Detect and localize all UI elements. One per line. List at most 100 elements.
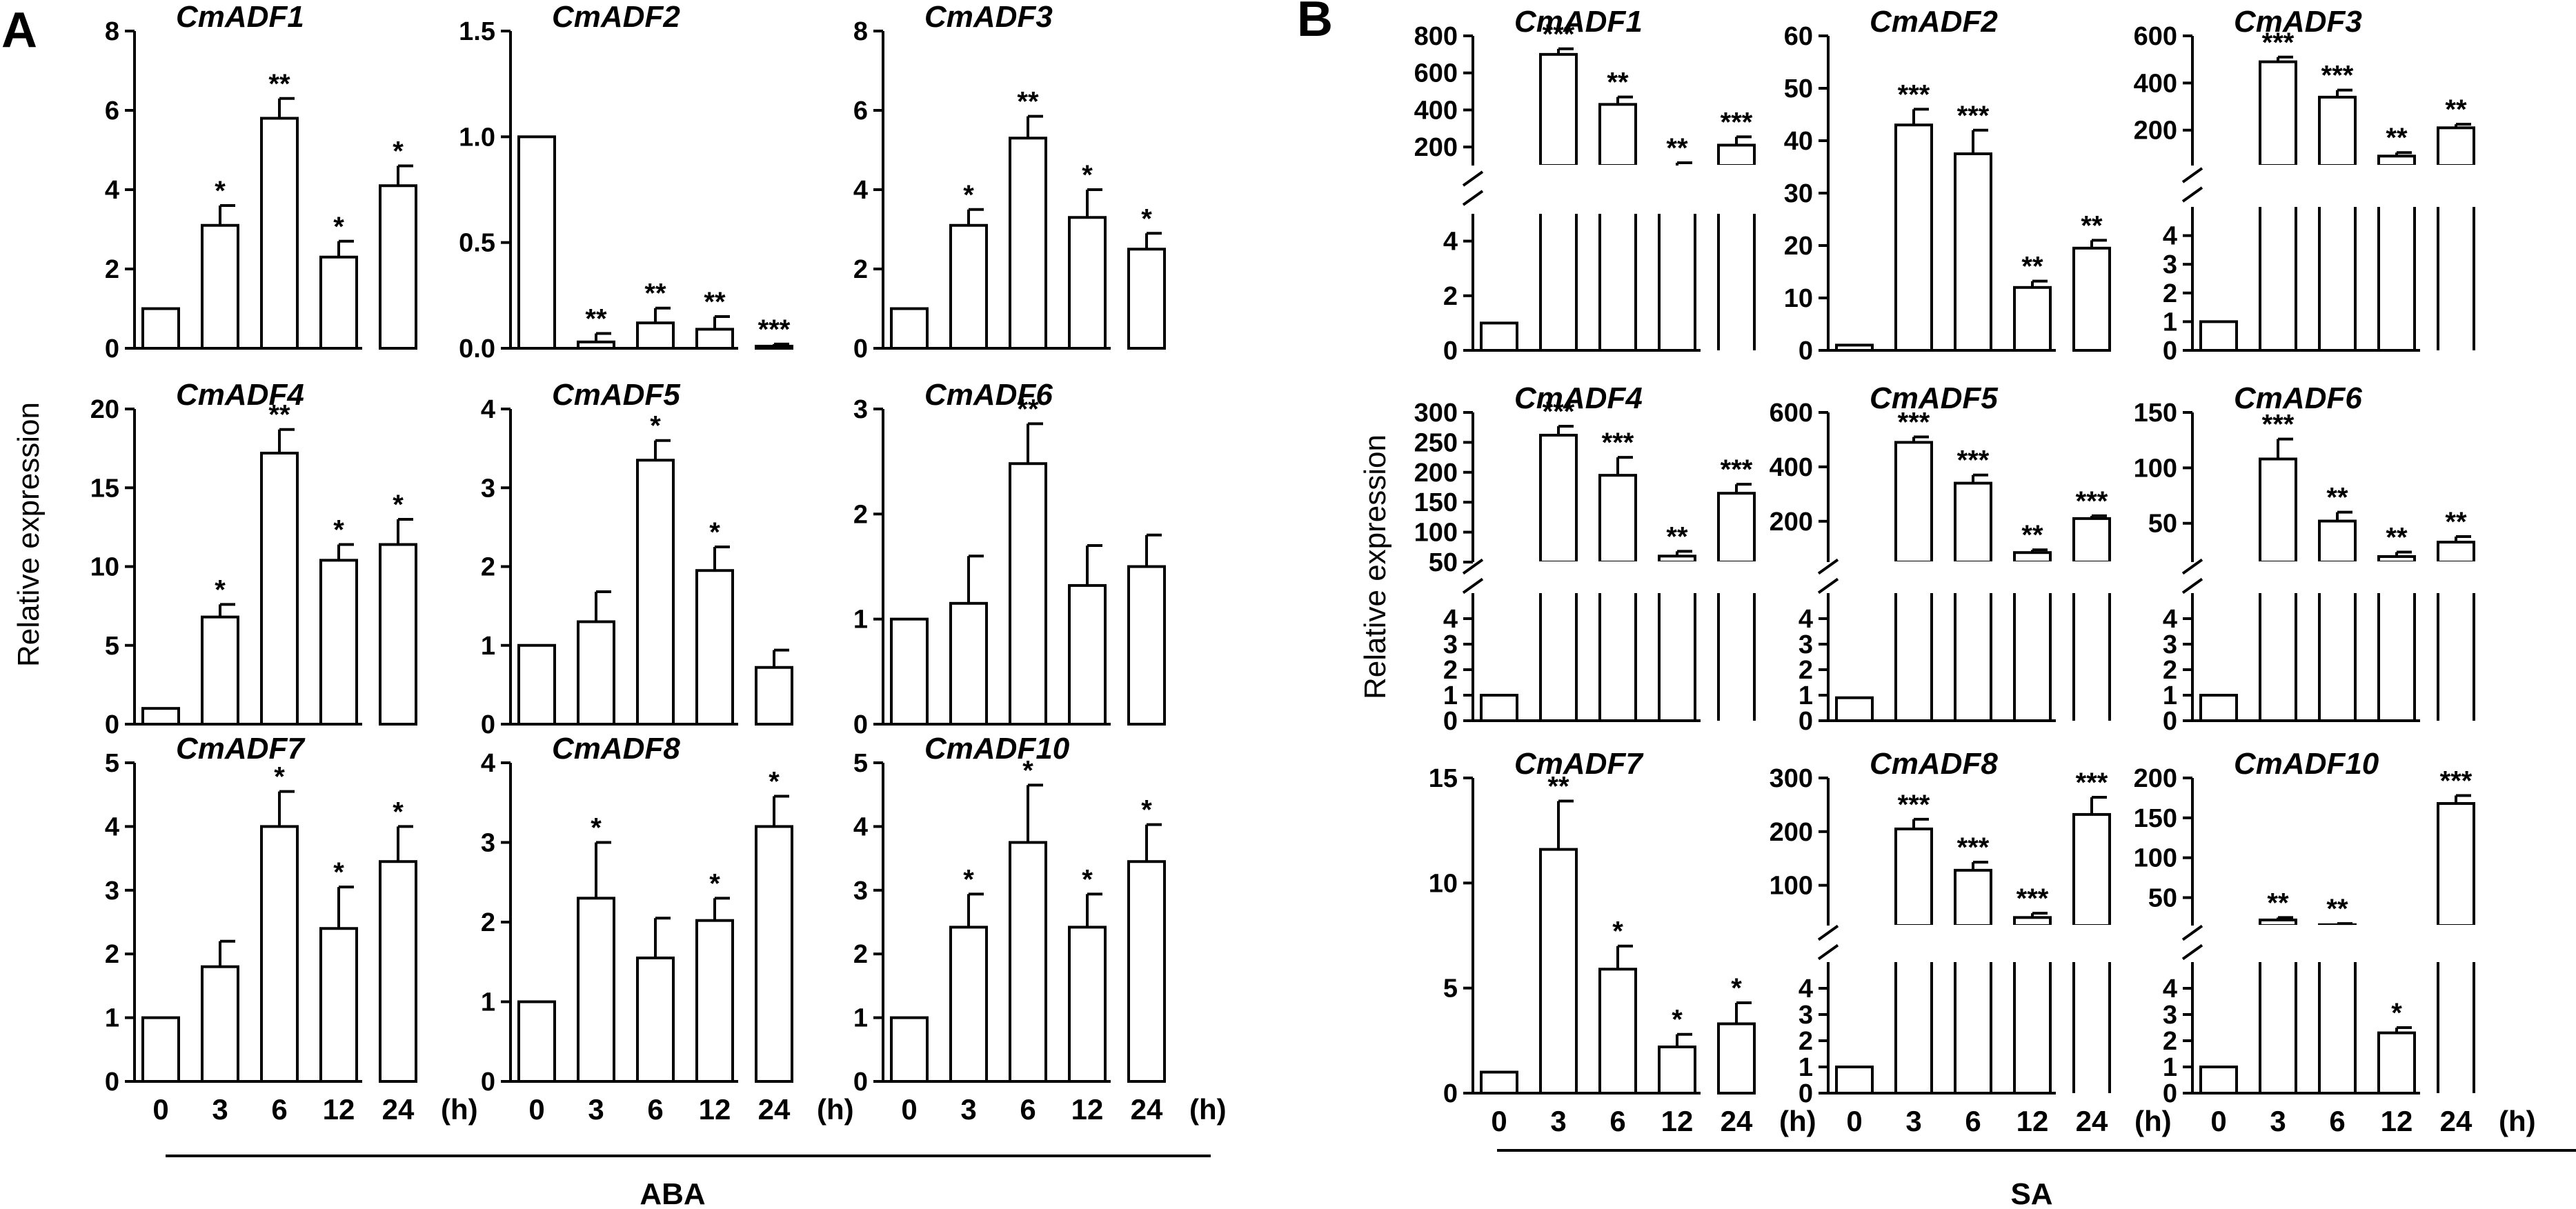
y-tick-label: 1 — [853, 1004, 868, 1033]
x-tick-label: 0 — [1491, 1105, 1507, 1137]
axis-break-mark — [1817, 577, 1839, 594]
significance-mark: ** — [2326, 894, 2348, 924]
y-tick-label: 1 — [481, 632, 495, 661]
bar — [1068, 926, 1107, 1083]
bar — [2013, 286, 2052, 352]
bar — [1127, 860, 1166, 1083]
bar-break-gap — [2259, 925, 2297, 928]
y-tick-label: 6 — [853, 97, 868, 126]
y-tick-label: 8 — [853, 17, 868, 46]
bar — [319, 559, 358, 726]
bar — [1539, 433, 1578, 564]
subplot-title: CmADF10 — [2234, 747, 2379, 781]
bar-break-gap — [1954, 925, 1992, 928]
y-tick-label: 2 — [481, 553, 495, 582]
x-tick-label: 24 — [1721, 1105, 1753, 1137]
bar — [577, 620, 615, 726]
bar — [1068, 583, 1107, 726]
x-tick-label: 3 — [588, 1093, 604, 1126]
y-tick-label: 3 — [2163, 1001, 2177, 1030]
bar — [2013, 916, 2052, 927]
bar — [517, 643, 556, 726]
y-tick-label: 1 — [2163, 681, 2177, 710]
y-axis-label-a: Relative expression — [12, 402, 46, 667]
y-tick-label: 0 — [105, 334, 119, 363]
significance-mark: *** — [1957, 101, 1990, 131]
y-tick-label: 0 — [105, 710, 119, 739]
y-tick-label: 300 — [1770, 764, 1813, 793]
significance-mark: *** — [1898, 408, 1930, 438]
x-tick-label: 24 — [758, 1093, 791, 1126]
bar — [1068, 216, 1107, 350]
significance-mark: * — [963, 864, 974, 895]
x-tick-label: 6 — [271, 1093, 287, 1126]
y-tick-label: 2 — [105, 255, 119, 284]
y-tick-label: 0.0 — [459, 334, 495, 363]
bar — [2377, 154, 2416, 167]
bar — [695, 328, 734, 350]
bar — [2377, 554, 2416, 563]
bar — [1954, 481, 1992, 564]
x-tick-label: 6 — [1609, 1105, 1625, 1137]
significance-mark: * — [393, 490, 404, 520]
significance-mark: *** — [1602, 428, 1634, 458]
y-tick-label: 1 — [1443, 681, 1458, 710]
significance-mark: *** — [2440, 766, 2473, 796]
bar — [1658, 1045, 1696, 1095]
significance-mark: ** — [1607, 68, 1629, 98]
y-tick-label: 0 — [2163, 707, 2177, 736]
y-tick-label: 3 — [2163, 250, 2177, 279]
significance-mark: *** — [1957, 446, 1990, 476]
significance-mark: ** — [2445, 507, 2467, 537]
subplot-title: CmADF8 — [1870, 747, 1998, 781]
y-tick-label: 400 — [1770, 453, 1813, 482]
significance-mark: *** — [1543, 19, 1575, 50]
y-tick-label: 2 — [853, 500, 868, 529]
y-tick-label: 3 — [2163, 630, 2177, 659]
y-tick-label: 0 — [481, 710, 495, 739]
bar — [319, 255, 358, 350]
significance-mark: * — [333, 212, 344, 242]
bar — [2072, 812, 2111, 928]
x-tick-label: 12 — [2017, 1105, 2049, 1137]
subplot-title: CmADF5 — [1870, 381, 1998, 415]
significance-mark: *** — [2262, 410, 2295, 440]
bar-break-gap — [1894, 561, 1933, 564]
bar — [1835, 1066, 1874, 1095]
bar — [949, 223, 988, 350]
y-tick-label: 10 — [1429, 869, 1458, 898]
significance-mark: * — [1082, 864, 1093, 895]
y-tick-label: 50 — [2148, 884, 2177, 913]
subplot-title: CmADF1 — [1514, 5, 1643, 39]
y-tick-label: 0 — [1799, 337, 1813, 366]
bar — [2013, 551, 2052, 564]
y-tick-label: 300 — [1414, 399, 1458, 428]
significance-mark: * — [709, 868, 720, 899]
significance-mark: * — [769, 767, 780, 797]
significance-mark: ** — [704, 287, 726, 317]
x-tick-label: 24 — [2076, 1105, 2108, 1137]
bar — [1598, 103, 1637, 167]
bar — [201, 965, 239, 1083]
x-unit-label: (h) — [441, 1093, 478, 1126]
bar — [1894, 441, 1933, 564]
significance-mark: *** — [1898, 790, 1930, 820]
x-tick-label: 0 — [1846, 1105, 1862, 1137]
y-tick-label: 50 — [1429, 548, 1458, 577]
bar — [636, 459, 675, 726]
axis-break-mark — [2181, 167, 2203, 183]
bar — [1598, 474, 1637, 564]
y-tick-label: 2 — [1443, 282, 1458, 311]
y-tick-label: 15 — [90, 474, 119, 503]
bar — [517, 135, 556, 350]
y-tick-label: 200 — [1414, 133, 1458, 162]
y-tick-label: 4 — [105, 176, 119, 205]
y-tick-label: 6 — [105, 97, 119, 126]
x-tick-label: 24 — [2440, 1105, 2473, 1137]
bar — [2072, 246, 2111, 352]
y-tick-label: 50 — [2148, 510, 2177, 539]
